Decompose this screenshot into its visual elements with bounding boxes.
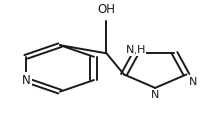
- Text: H: H: [137, 45, 145, 55]
- Text: N: N: [22, 74, 30, 87]
- Text: OH: OH: [98, 3, 115, 16]
- Text: N: N: [125, 45, 134, 55]
- Text: N: N: [189, 77, 197, 87]
- Text: N: N: [151, 90, 159, 100]
